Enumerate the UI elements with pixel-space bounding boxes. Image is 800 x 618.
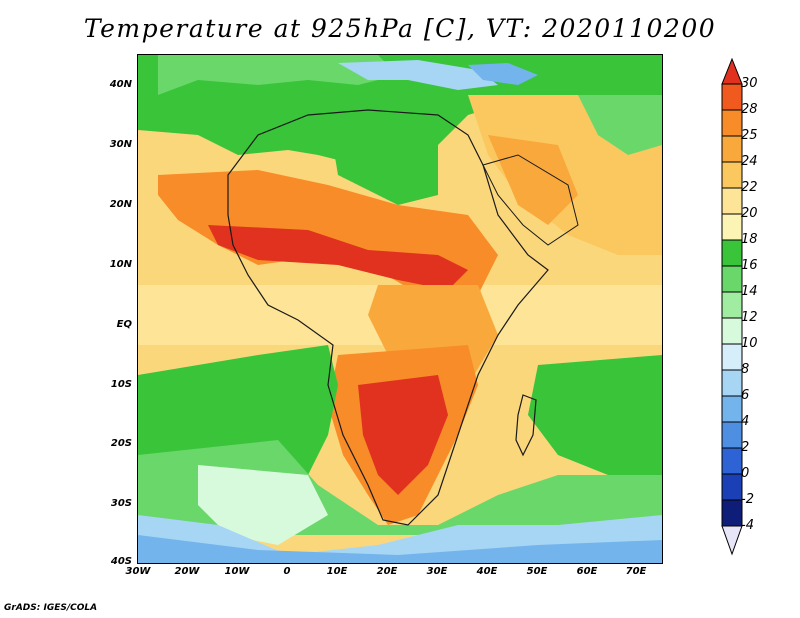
colorbar-segment	[721, 369, 743, 397]
lon-label: 0	[283, 566, 291, 577]
colorbar-segment	[721, 447, 743, 475]
lat-label: 20N	[109, 199, 132, 210]
colorbar	[721, 58, 743, 556]
lon-label: 10W	[224, 566, 250, 577]
colorbar-segment	[721, 291, 743, 319]
colorbar-label: 8	[741, 362, 750, 377]
black-sea-patch	[468, 63, 538, 85]
colorbar-label: 14	[741, 284, 758, 299]
lon-label: 30W	[125, 566, 151, 577]
colorbar-label: 25	[741, 128, 758, 143]
madagascar-outline	[515, 394, 537, 457]
colorbar-label: 22	[741, 180, 758, 195]
arabia-coastline	[482, 154, 579, 246]
colorbar-top-arrow	[721, 58, 743, 85]
colorbar-segment	[721, 265, 743, 293]
south-pale-zone	[198, 465, 328, 545]
colorbar-segment	[721, 187, 743, 215]
colorbar-segment	[721, 395, 743, 423]
north-light-green	[158, 55, 398, 95]
middle-east-green	[578, 95, 662, 155]
sahel-hottest	[208, 225, 468, 290]
colorbar-label: 0	[741, 466, 750, 481]
colorbar-label: 10	[741, 336, 758, 351]
colorbar-label: 18	[741, 232, 758, 247]
lon-label: 70E	[625, 566, 647, 577]
colorbar-label: 6	[741, 388, 750, 403]
lat-label: 20S	[110, 438, 132, 449]
lat-label: 30N	[109, 139, 132, 150]
map-canvas	[138, 55, 662, 563]
colorbar-label: -2	[741, 492, 754, 507]
colorbar-label: 28	[741, 102, 758, 117]
med-cool-patch	[338, 60, 498, 90]
southern-africa-hottest	[358, 375, 448, 495]
lon-label: 50E	[526, 566, 548, 577]
lon-label: 10E	[326, 566, 348, 577]
africa-coastline	[227, 109, 549, 526]
colorbar-label: -4	[741, 518, 754, 533]
south-indian-green	[528, 355, 662, 475]
lon-label: 30E	[426, 566, 448, 577]
lon-label: 60E	[576, 566, 598, 577]
colorbar-label: 16	[741, 258, 758, 273]
colorbar-label: 2	[741, 440, 750, 455]
colorbar-segment	[721, 135, 743, 163]
colorbar-segment	[721, 317, 743, 345]
colorbar-bottom-arrow	[721, 525, 743, 556]
sahara-green-zone	[328, 115, 438, 205]
colorbar-label: 30	[741, 76, 758, 91]
colorbar-segment	[721, 161, 743, 189]
colorbar-segment	[721, 499, 743, 527]
lat-label: EQ	[116, 319, 132, 330]
credit-text: GrADS: IGES/COLA	[4, 603, 98, 613]
colorbar-label: 12	[741, 310, 758, 325]
colorbar-segment	[721, 473, 743, 501]
colorbar-segment	[721, 109, 743, 137]
lon-label: 40E	[476, 566, 498, 577]
colorbar-segment	[721, 213, 743, 241]
colorbar-label: 4	[741, 414, 750, 429]
lat-label: 10S	[110, 379, 132, 390]
lat-label: 10N	[109, 259, 132, 270]
lat-label: 40S	[110, 556, 132, 567]
chart-title: Temperature at 925hPa [C], VT: 202011020…	[83, 14, 717, 43]
colorbar-segment	[721, 239, 743, 267]
colorbar-segment	[721, 83, 743, 111]
lon-label: 20E	[376, 566, 398, 577]
colorbar-label: 20	[741, 206, 758, 221]
colorbar-segment	[721, 421, 743, 449]
lat-label: 30S	[110, 498, 132, 509]
lat-label: 40N	[109, 79, 132, 90]
south-coldest-blue	[138, 535, 662, 563]
temperature-map	[137, 54, 663, 564]
lon-label: 20W	[174, 566, 200, 577]
colorbar-segment	[721, 343, 743, 371]
colorbar-label: 24	[741, 154, 758, 169]
